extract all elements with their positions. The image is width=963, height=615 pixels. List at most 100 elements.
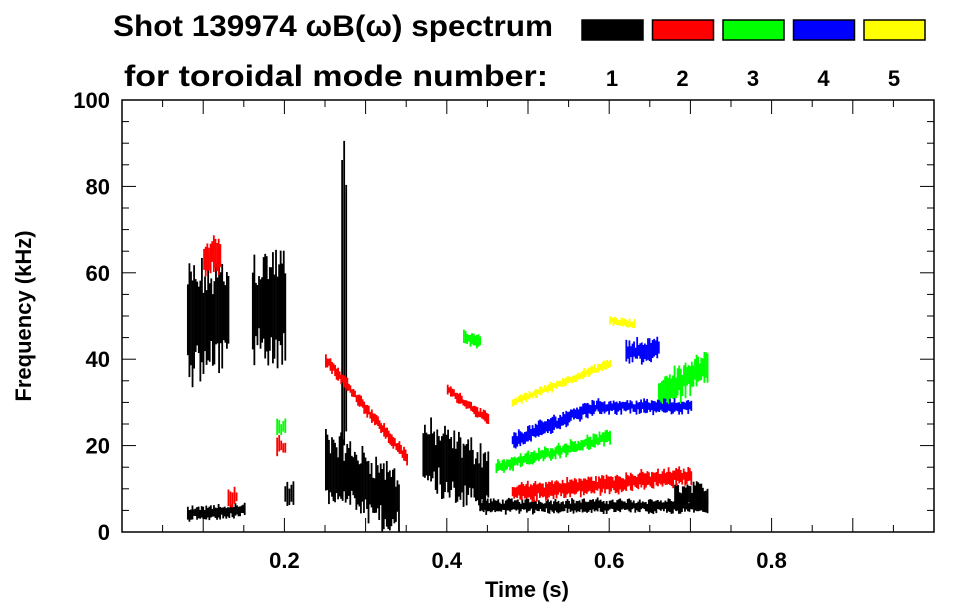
spectral-mark-mode-5 — [612, 317, 615, 327]
spectral-mark-mode-4 — [653, 401, 656, 412]
spectral-mark-mode-1 — [694, 500, 697, 511]
spectral-mark-mode-1 — [253, 254, 256, 366]
spectral-mark-mode-1 — [459, 437, 462, 500]
spectral-mark-mode-1 — [522, 502, 525, 510]
spectral-mark-mode-2 — [511, 487, 514, 497]
spectral-mark-mode-3 — [545, 447, 548, 458]
spectral-mark-mode-4 — [528, 425, 531, 441]
spectral-mark-mode-3 — [551, 448, 554, 459]
spectral-mark-mode-3 — [515, 458, 518, 465]
spectral-mark-mode-1 — [378, 472, 381, 521]
spectral-mark-mode-1 — [484, 452, 487, 506]
spectral-mark-mode-5 — [583, 368, 586, 378]
spectral-mark-mode-3 — [587, 437, 590, 451]
spectral-mark-mode-3 — [687, 365, 690, 384]
spectral-mark-mode-2 — [340, 375, 343, 385]
spectral-mark-mode-4 — [676, 402, 679, 412]
spectral-mark-mode-1 — [340, 432, 343, 499]
spectral-mark-mode-2 — [514, 487, 517, 498]
spectral-mark-mode-5 — [589, 367, 592, 376]
spectral-mark-mode-5 — [633, 319, 636, 329]
spectral-mark-mode-4 — [630, 346, 632, 358]
spectral-mark-mode-2 — [617, 476, 620, 495]
spectral-mark-mode-3 — [278, 420, 281, 434]
spectral-mark-mode-4 — [556, 420, 558, 429]
spectral-mark-mode-1 — [214, 507, 217, 518]
spectral-mark-mode-1 — [352, 457, 355, 496]
spectral-mark-mode-1 — [227, 275, 230, 344]
spectral-mark-mode-3 — [501, 459, 504, 472]
spectral-mark-mode-1 — [202, 292, 205, 374]
spectral-mark-mode-1 — [688, 502, 691, 512]
spectral-mark-mode-4 — [656, 399, 659, 412]
spectral-mark-mode-4 — [545, 421, 548, 432]
spectral-mark-mode-5 — [543, 385, 546, 392]
spectral-mark-mode-2 — [347, 383, 350, 391]
spectral-mark-mode-1 — [220, 507, 223, 515]
spectral-mark-mode-2 — [549, 482, 552, 496]
spectral-mark-mode-1 — [583, 498, 585, 512]
spectral-mark-mode-4 — [640, 399, 642, 413]
spectral-mark-mode-3 — [572, 442, 575, 452]
spectral-mark-mode-1 — [590, 500, 593, 513]
spectral-mark-mode-5 — [511, 399, 514, 407]
legend: 1 2 3 4 5 — [581, 19, 926, 91]
spectral-mark-mode-1 — [437, 436, 440, 468]
spectral-mark-mode-1 — [616, 500, 619, 511]
spectral-mark-mode-2 — [658, 473, 661, 484]
spectral-mark-mode-5 — [625, 319, 628, 327]
spectral-mark-mode-3 — [280, 424, 283, 436]
spectral-mark-mode-1 — [337, 457, 339, 500]
spectral-mark-mode-4 — [592, 400, 595, 410]
spectral-mark-mode-1 — [596, 497, 599, 512]
spectral-mark-mode-3 — [528, 454, 531, 465]
spectral-mark-mode-2 — [623, 479, 626, 490]
spectral-mark-mode-1 — [560, 502, 563, 512]
spectral-mark-mode-1 — [677, 485, 680, 504]
spectral-mark-mode-3 — [548, 451, 551, 459]
spectral-mark-mode-2 — [358, 394, 361, 407]
spectral-mark-mode-2 — [367, 405, 370, 415]
spectral-mark-mode-1 — [215, 263, 217, 345]
spectral-mark-mode-3 — [584, 438, 587, 446]
spectral-mark-mode-1 — [680, 493, 683, 509]
spectral-mark-mode-4 — [650, 342, 652, 363]
spectral-mark-mode-1 — [643, 502, 646, 510]
spectral-mark-mode-2 — [591, 480, 594, 493]
spectral-mark-mode-2 — [651, 471, 653, 489]
spectral-mark-mode-4 — [657, 341, 660, 354]
spectral-mark-mode-2 — [481, 411, 483, 419]
spectral-mark-mode-1 — [545, 501, 548, 509]
spectral-mark-mode-4 — [536, 424, 539, 436]
spectral-mark-mode-5 — [534, 388, 537, 398]
spectral-mark-mode-1 — [672, 501, 674, 514]
spectral-mark-mode-1 — [495, 500, 498, 512]
spectral-mark-mode-2 — [337, 367, 340, 381]
spectral-mark-mode-1 — [580, 502, 582, 510]
spectral-mark-mode-3 — [686, 367, 689, 386]
spectral-mark-mode-2 — [398, 441, 401, 454]
spectral-mark-mode-1 — [652, 501, 655, 515]
spectral-mark-mode-1 — [605, 501, 608, 514]
spectral-mark-mode-1 — [197, 286, 200, 354]
spectral-mark-mode-2 — [357, 394, 359, 406]
spectral-mark-mode-1 — [501, 499, 504, 510]
spectral-mark-mode-1 — [208, 506, 211, 521]
spectral-mark-mode-3 — [591, 439, 593, 447]
spectral-mark-mode-1 — [219, 506, 222, 520]
spectral-mark-mode-1 — [565, 500, 567, 509]
spectral-mark-mode-1 — [464, 445, 466, 486]
spectral-mark-mode-4 — [603, 401, 606, 414]
spectral-mark-mode-4 — [638, 402, 641, 414]
spectral-mark-mode-2 — [560, 483, 563, 497]
spectral-mark-mode-3 — [495, 463, 498, 474]
spectral-mark-mode-4 — [678, 402, 681, 415]
spectral-mark-mode-2 — [632, 475, 635, 486]
spectral-mark-mode-3 — [657, 383, 660, 412]
spectral-mark-mode-2 — [635, 477, 638, 488]
spectral-mark-mode-2 — [523, 485, 526, 499]
spectral-mark-mode-1 — [355, 454, 358, 510]
spectral-mark-mode-2 — [575, 479, 578, 494]
spectral-mark-mode-4 — [685, 400, 688, 410]
spectral-mark-mode-2 — [539, 482, 541, 498]
